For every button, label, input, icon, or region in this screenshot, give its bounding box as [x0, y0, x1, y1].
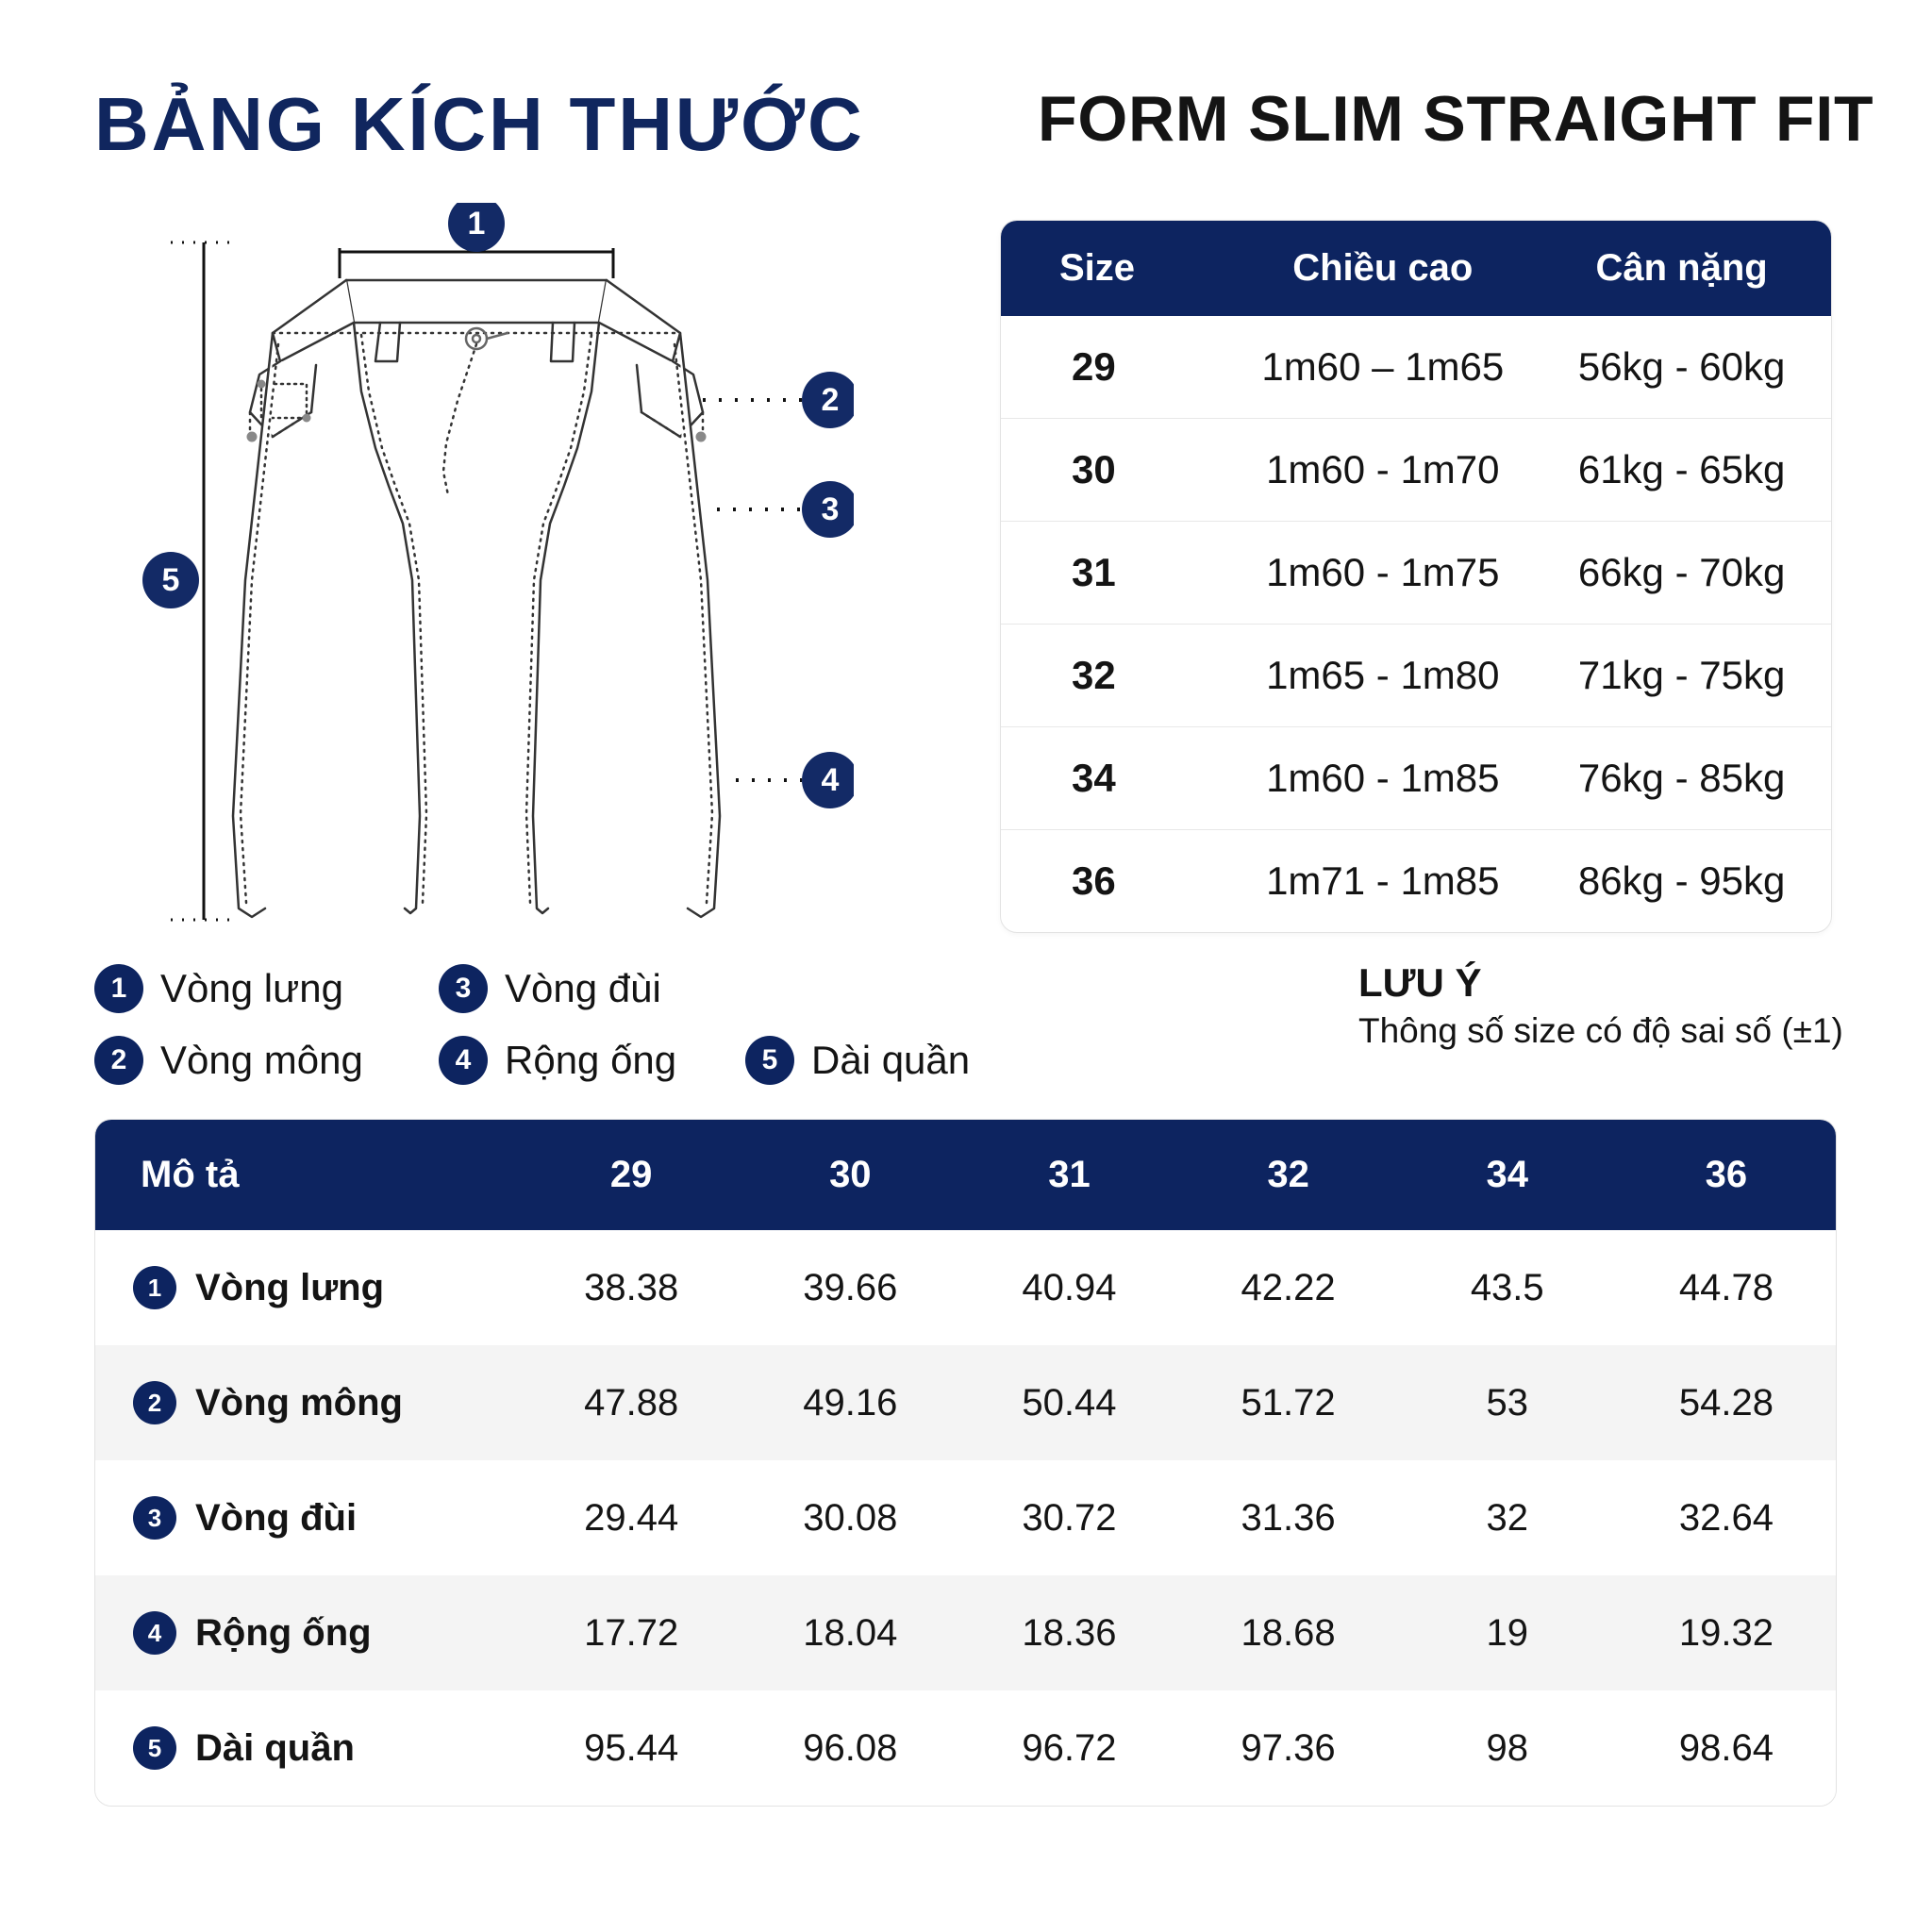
svg-text:3: 3 — [822, 491, 840, 527]
svg-text:4: 4 — [822, 762, 840, 798]
svg-text:2: 2 — [822, 382, 840, 418]
svg-text:5: 5 — [162, 562, 180, 598]
svg-text:1: 1 — [468, 206, 486, 242]
